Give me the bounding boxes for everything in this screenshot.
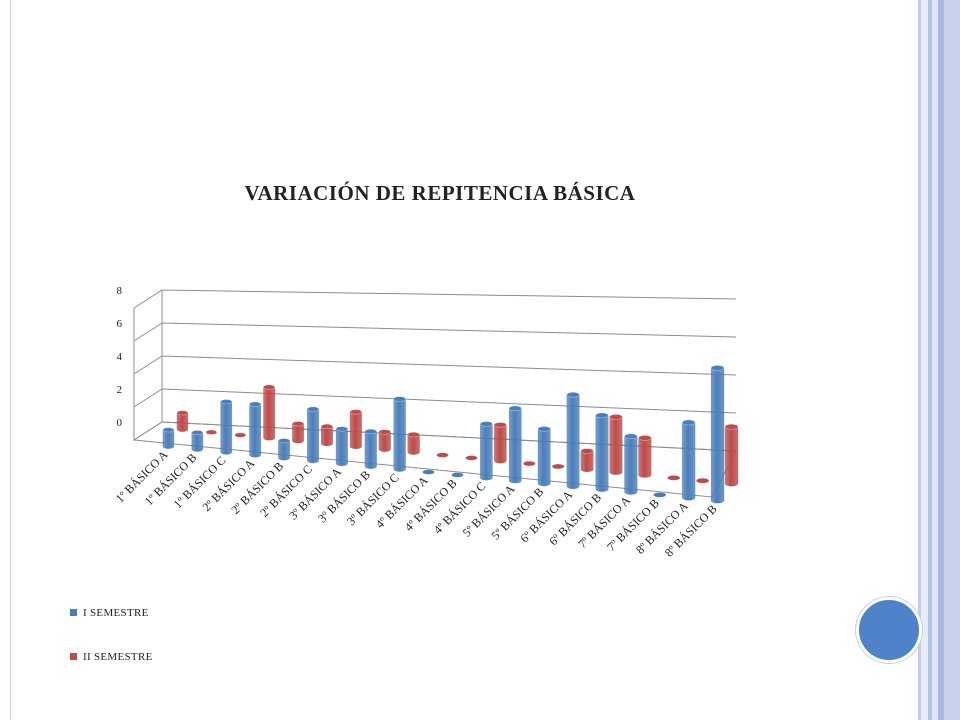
right-decor-band — [932, 0, 938, 720]
bar-series-2 — [494, 422, 507, 464]
bar-series-2 — [638, 435, 652, 478]
side-gridline — [133, 289, 163, 309]
y-axis-ticks: 0 2 4 6 8 — [117, 285, 123, 429]
bar-series-1 — [653, 492, 667, 498]
right-decor-band — [918, 0, 921, 720]
bar-series-1 — [451, 472, 464, 478]
bar-series-2 — [176, 410, 189, 432]
bar-series-2 — [407, 432, 420, 455]
bar-series-1 — [306, 406, 319, 464]
legend-item-series-2: II SEMESTRE — [70, 651, 153, 663]
y-tick-label: 2 — [117, 384, 123, 396]
y-tick-label: 4 — [117, 351, 123, 363]
gridline — [161, 322, 737, 338]
bar-series-2 — [349, 409, 362, 450]
bar-series-2 — [465, 455, 478, 461]
y-tick-label: 6 — [117, 318, 123, 330]
bar-series-1 — [508, 405, 522, 484]
decor-circle — [856, 597, 922, 663]
bar-series-2 — [667, 475, 681, 481]
bar-series-2 — [320, 423, 333, 447]
bar-series-2 — [234, 432, 247, 438]
chart-title: VARIACIÓN DE REPITENCIA BÁSICA — [244, 181, 636, 205]
bar-series-1 — [278, 438, 291, 461]
bar-series-2 — [378, 429, 391, 452]
bar-series-2 — [292, 421, 305, 444]
bar-series-2 — [724, 423, 739, 487]
bar-series-1 — [191, 430, 204, 452]
legend-swatch — [70, 609, 77, 616]
legend-swatch — [70, 653, 77, 660]
side-gridline — [133, 388, 163, 408]
legend-label: I SEMESTRE — [83, 607, 149, 619]
bar-series-2 — [436, 452, 449, 458]
gridline — [161, 355, 737, 376]
bar-series-1 — [537, 426, 551, 487]
right-decor-band — [921, 0, 928, 720]
bar-series-1 — [393, 396, 406, 472]
bar-series-1 — [249, 401, 262, 458]
bar-series-1 — [710, 365, 725, 504]
side-gridline — [133, 355, 163, 375]
bar-series-1 — [566, 392, 580, 490]
bar-series-1 — [595, 412, 609, 492]
bar-series-2 — [580, 448, 594, 473]
bar-series-2 — [205, 429, 218, 435]
left-border-line — [10, 0, 11, 720]
bar-series-1 — [422, 469, 435, 475]
right-decor-band — [938, 0, 944, 720]
bar-series-2 — [522, 460, 536, 467]
y-tick-label: 8 — [117, 285, 123, 297]
gridline — [161, 388, 737, 414]
legend-item-series-1: I SEMESTRE — [70, 607, 149, 619]
bar-series-2 — [695, 477, 710, 484]
gridline — [161, 289, 737, 300]
bar-series-2 — [263, 384, 276, 441]
chart-bars — [162, 365, 739, 504]
right-decor-band — [928, 0, 932, 720]
bar-series-1 — [624, 433, 638, 495]
bar-series-1 — [335, 426, 348, 467]
bar-series-1 — [480, 421, 493, 481]
side-gridline — [133, 322, 163, 342]
bar-series-1 — [162, 427, 175, 449]
bar-series-2 — [551, 463, 565, 470]
bar-series-1 — [681, 419, 696, 501]
y-tick-label: 0 — [117, 417, 123, 429]
bar-series-2 — [609, 414, 623, 475]
bar-series-1 — [364, 428, 377, 469]
right-decor-band — [944, 0, 960, 720]
bar-series-1 — [220, 399, 233, 455]
legend-label: II SEMESTRE — [83, 651, 153, 663]
